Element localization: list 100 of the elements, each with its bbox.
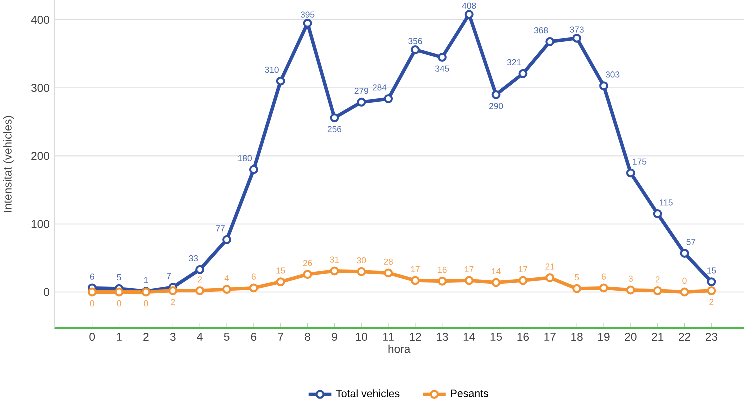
data-label: 77	[216, 226, 225, 232]
x-tick-label: 14	[464, 333, 476, 341]
point	[196, 265, 205, 274]
data-label: 1	[144, 277, 148, 284]
data-label: 21	[546, 264, 555, 270]
point	[276, 278, 286, 287]
y-tick-label: 300	[31, 84, 50, 92]
x-tick-label: 17	[544, 333, 556, 341]
x-tick-label: 4	[197, 333, 203, 341]
point	[168, 286, 178, 296]
y-tick-label: 0	[44, 288, 50, 296]
point	[653, 286, 662, 296]
data-label: 0	[90, 300, 94, 307]
data-label: 115	[660, 200, 673, 206]
data-label: 6	[90, 274, 94, 280]
data-label: 3	[628, 276, 633, 282]
data-label: 30	[357, 257, 366, 264]
y-tick-label: 400	[31, 16, 50, 24]
point	[114, 288, 124, 297]
y-axis-title: Intensitat (vehicles)	[4, 116, 14, 212]
data-label: 2	[710, 299, 714, 306]
y-tick-label: 100	[32, 220, 50, 228]
point	[411, 46, 420, 54]
x-tick-label: 8	[305, 333, 310, 342]
point	[680, 288, 690, 297]
point	[707, 278, 716, 287]
data-label: 15	[708, 268, 716, 274]
data-label: 2	[656, 276, 660, 283]
data-label: 279	[354, 88, 368, 94]
point	[653, 210, 662, 218]
point	[492, 278, 501, 288]
point	[492, 90, 501, 100]
data-label: 256	[328, 126, 342, 132]
data-label: 373	[570, 26, 584, 33]
data-label: 16	[438, 266, 447, 274]
point	[438, 53, 447, 62]
x-axis-title: hora	[388, 344, 411, 354]
point	[357, 267, 366, 276]
data-label: 17	[465, 266, 474, 272]
data-label: 5	[575, 274, 580, 281]
point	[518, 69, 528, 78]
point	[626, 286, 636, 295]
point	[600, 82, 608, 91]
point	[707, 286, 716, 296]
data-label: 4	[224, 275, 230, 282]
point	[249, 284, 258, 293]
x-tick-label: 1	[117, 333, 122, 341]
x-tick-label: 12	[410, 333, 422, 341]
data-label: 5	[117, 274, 122, 281]
data-label: 33	[189, 255, 198, 262]
data-label: 321	[507, 59, 522, 66]
point	[330, 266, 340, 276]
x-tick-label: 20	[625, 333, 637, 342]
point	[572, 284, 582, 294]
legend-label: Pesants	[451, 390, 488, 398]
data-label: 303	[606, 72, 620, 78]
x-tick-label: 16	[518, 333, 530, 342]
x-tick-label: 18	[572, 333, 583, 342]
data-label: 180	[238, 155, 252, 162]
data-label: 2	[198, 276, 202, 283]
x-tick-label: 0	[90, 333, 96, 342]
x-tick-label: 5	[224, 333, 230, 341]
data-label: 175	[633, 158, 647, 165]
data-label: 356	[408, 38, 422, 44]
data-label: 2	[171, 299, 176, 306]
point	[303, 19, 312, 28]
point	[88, 288, 97, 297]
point	[546, 274, 555, 282]
point	[303, 270, 312, 280]
point	[438, 276, 447, 286]
x-tick-label: 19	[598, 333, 610, 342]
point	[196, 286, 205, 296]
point	[276, 76, 286, 86]
y-tick-label: 200	[32, 152, 50, 160]
x-tick-label: 3	[170, 333, 176, 342]
x-tick-label: 7	[278, 333, 284, 341]
point	[384, 94, 394, 104]
point	[222, 235, 232, 244]
data-label: 368	[534, 27, 548, 34]
data-label: 14	[492, 268, 501, 274]
data-label: 31	[330, 256, 340, 263]
point	[357, 98, 366, 107]
x-tick-label: 21	[652, 333, 664, 341]
point	[600, 284, 608, 293]
point	[572, 34, 582, 43]
point	[464, 276, 474, 286]
point	[222, 285, 232, 294]
x-tick-label: 22	[679, 333, 690, 341]
point	[384, 268, 394, 278]
data-label: 7	[167, 273, 172, 280]
point	[464, 10, 474, 20]
data-label: 310	[265, 66, 279, 74]
data-label: 17	[519, 266, 528, 272]
x-tick-label: 6	[251, 333, 257, 342]
data-label: 15	[276, 268, 286, 274]
data-label: 0	[117, 300, 122, 307]
data-label: 290	[489, 103, 504, 110]
x-tick-label: 15	[490, 333, 502, 341]
point	[411, 276, 420, 286]
x-tick-label: 2	[144, 333, 149, 341]
